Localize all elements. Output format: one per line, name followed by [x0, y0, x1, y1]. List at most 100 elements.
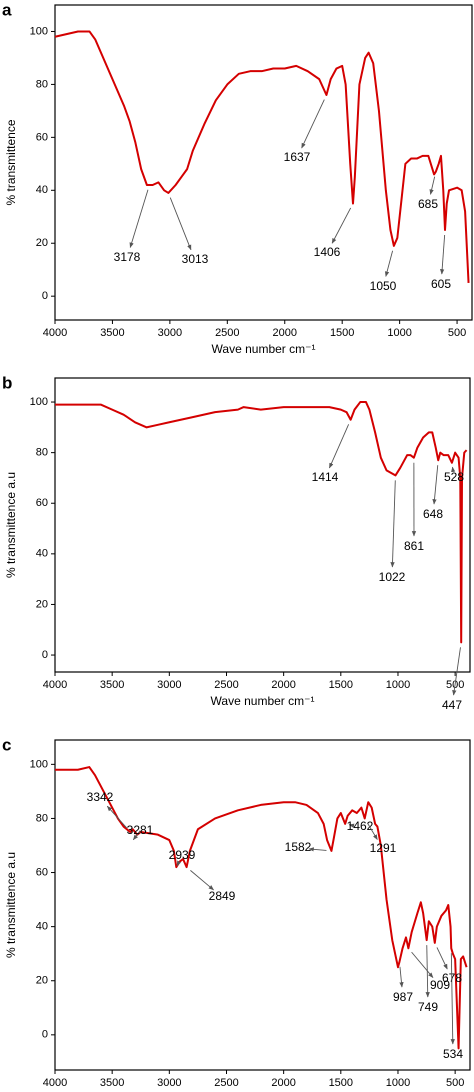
y-tick-label: 60: [36, 131, 48, 143]
annotation-arrow: [308, 847, 327, 852]
y-axis-label: % transmittence a.u: [4, 852, 18, 958]
annotation-label: 1462: [347, 819, 374, 833]
annotation-arrow: [331, 207, 352, 244]
annotation-label: 447: [442, 698, 462, 712]
annotation-arrow: [129, 189, 149, 249]
x-tick-label: 2500: [214, 1077, 238, 1089]
x-tick-label: 1500: [329, 679, 353, 691]
annotation-arrow: [169, 197, 192, 251]
x-tick-label: 4000: [43, 327, 67, 339]
annotation-label: 987: [393, 990, 413, 1004]
y-tick-label: 40: [36, 184, 48, 196]
y-tick-label: 20: [36, 975, 48, 987]
annotation-arrow: [429, 176, 436, 195]
x-tick-label: 1000: [386, 1077, 410, 1089]
y-tick-label: 0: [42, 290, 48, 302]
y-tick-label: 20: [36, 598, 48, 610]
x-tick-label: 3000: [157, 1077, 181, 1089]
x-tick-label: 2500: [215, 327, 239, 339]
annotation-arrow: [411, 951, 434, 978]
annotation-arrow: [436, 947, 448, 970]
x-axis-label: Wave number cm⁻¹: [211, 694, 315, 708]
annotation-label: 1406: [314, 245, 341, 259]
y-tick-label: 100: [30, 758, 48, 770]
annotation-label: 1582: [285, 840, 312, 854]
x-tick-label: 2000: [271, 1077, 295, 1089]
x-tick-label: 1000: [387, 327, 411, 339]
annotation-label: 1637: [284, 150, 311, 164]
annotation-label: 2939: [169, 848, 196, 862]
y-tick-label: 40: [36, 921, 48, 933]
x-tick-label: 2000: [271, 679, 295, 691]
plot-frame: [54, 4, 473, 321]
y-tick-label: 80: [36, 447, 48, 459]
annotation-label: 605: [431, 277, 451, 291]
annotation-arrow: [176, 860, 182, 867]
annotation-label: 648: [423, 507, 443, 521]
annotation-arrow: [452, 647, 461, 696]
x-tick-label: 4000: [43, 1077, 67, 1089]
x-tick-label: 1500: [330, 327, 354, 339]
y-tick-label: 100: [30, 396, 48, 408]
y-tick-label: 80: [36, 78, 48, 90]
annotation-label: 3342: [87, 790, 114, 804]
annotation-label: 534: [443, 1047, 463, 1061]
annotation-arrow: [390, 480, 396, 568]
annotation-label: 3178: [114, 250, 141, 264]
y-tick-label: 0: [42, 1029, 48, 1041]
panel-label: a: [2, 0, 12, 19]
annotation-label: 1414: [312, 470, 339, 484]
annotation-arrow: [106, 805, 128, 829]
annotation-label: 2849: [209, 889, 236, 903]
annotation-arrow: [366, 822, 378, 841]
y-tick-label: 20: [36, 237, 48, 249]
y-tick-label: 60: [36, 866, 48, 878]
x-tick-label: 500: [446, 1077, 464, 1089]
annotation-arrow: [439, 234, 446, 275]
annotation-arrow: [329, 424, 350, 469]
x-tick-label: 2500: [214, 679, 238, 691]
x-tick-label: 2000: [273, 327, 297, 339]
spectrum-line: [54, 30, 470, 283]
chart-panel: 4000 3500 3000 2500 2000 1500 1000 500 0 20 40 60 80…: [2, 0, 473, 356]
spectrum-line: [55, 401, 468, 644]
x-tick-label: 3500: [100, 327, 124, 339]
annotation-label: 528: [444, 470, 464, 484]
annotation-label: 1050: [370, 279, 397, 293]
annotation-label: 1291: [370, 841, 397, 855]
y-tick-label: 80: [36, 812, 48, 824]
plot-frame: [54, 739, 471, 1071]
annotation-label: 3013: [182, 252, 209, 266]
y-tick-label: 0: [42, 649, 48, 661]
x-tick-label: 3500: [100, 679, 124, 691]
x-axis-label: Wave number cm⁻¹: [212, 342, 316, 356]
x-tick-label: 3000: [157, 679, 181, 691]
x-tick-label: 3000: [158, 327, 182, 339]
annotation-arrow: [425, 945, 430, 998]
x-tick-label: 4000: [43, 679, 67, 691]
y-axis-label: % transmittence: [4, 119, 18, 205]
annotation-arrow: [132, 830, 141, 841]
chart-panel: 4000350030002500200015001000500020406080…: [2, 373, 471, 712]
panel-label: b: [2, 373, 12, 392]
annotation-label: 685: [418, 197, 438, 211]
annotation-arrow: [190, 870, 215, 891]
annotation-arrow: [450, 953, 455, 1045]
annotation-arrow: [399, 966, 404, 988]
annotation-label: 909: [430, 978, 450, 992]
panel-label: c: [2, 735, 11, 754]
y-tick-label: 40: [36, 548, 48, 560]
annotation-arrow: [432, 465, 439, 505]
annotation-label: 1022: [379, 570, 406, 584]
annotation-arrow: [301, 99, 325, 149]
x-tick-label: 1000: [386, 679, 410, 691]
spectrum-line: [55, 766, 468, 1050]
y-tick-label: 60: [36, 497, 48, 509]
x-tick-label: 500: [448, 327, 466, 339]
plot-frame: [54, 377, 471, 673]
annotation-label: 749: [418, 1000, 438, 1014]
y-tick-label: 100: [30, 25, 48, 37]
